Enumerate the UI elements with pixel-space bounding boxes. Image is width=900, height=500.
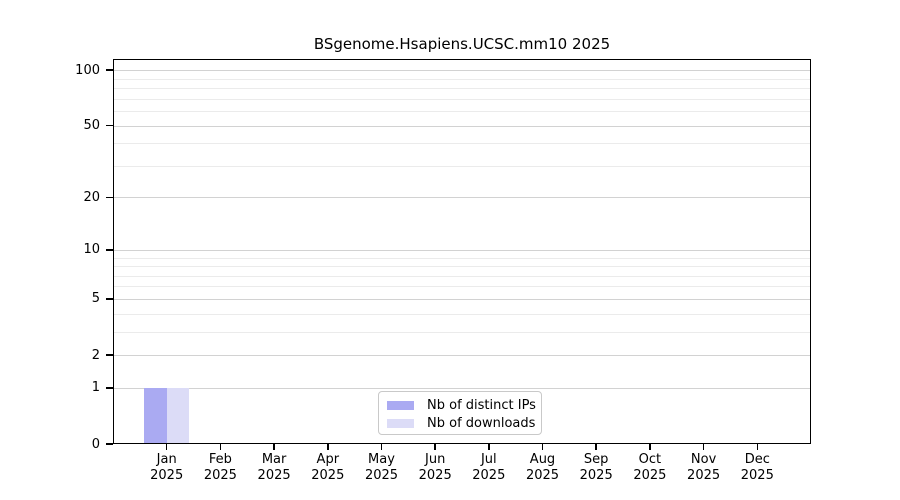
x-tick-mark-may — [380, 444, 383, 450]
x-tick-label-jun: Jun 2025 — [418, 452, 452, 483]
legend-label-downloads: Nb of downloads — [427, 415, 536, 431]
x-tick-label-dec: Dec 2025 — [740, 452, 774, 483]
gridline-minor-3 — [113, 331, 811, 333]
x-tick-mark-dec — [756, 444, 759, 450]
gridline-major-50 — [113, 125, 811, 127]
y-tick-label-10: 10 — [83, 242, 100, 258]
y-tick-mark-20 — [106, 196, 113, 199]
y-tick-label-0: 0 — [91, 436, 100, 452]
gridline-minor-90 — [113, 78, 811, 80]
x-tick-label-feb: Feb 2025 — [203, 452, 237, 483]
x-tick-label-may: May 2025 — [364, 452, 399, 483]
x-tick-mark-jan — [165, 444, 168, 450]
y-tick-mark-100 — [106, 69, 113, 71]
y-tick-label-2: 2 — [91, 347, 100, 363]
y-tick-mark-0 — [106, 443, 113, 445]
gridline-major-100 — [113, 70, 811, 72]
x-tick-label-aug: Aug 2025 — [525, 452, 560, 483]
x-tick-label-nov: Nov 2025 — [687, 452, 721, 483]
x-tick-label-oct: Oct 2025 — [633, 452, 667, 483]
legend-label-distinct-ips: Nb of distinct IPs — [427, 397, 536, 413]
gridline-minor-8 — [113, 266, 811, 267]
gridline-minor-40 — [113, 143, 811, 145]
gridline-minor-80 — [113, 88, 811, 89]
legend: Nb of distinct IPs Nb of downloads — [378, 391, 542, 435]
x-tick-label-jul: Jul 2025 — [472, 452, 506, 483]
x-tick-label-apr: Apr 2025 — [311, 452, 345, 483]
gridline-minor-6 — [113, 286, 811, 288]
x-tick-mark-jul — [488, 444, 490, 450]
bar-jan-distinct-ips — [144, 387, 167, 444]
x-tick-mark-mar — [273, 444, 275, 450]
gridline-minor-7 — [113, 275, 811, 277]
gridline-major-5 — [113, 298, 811, 300]
x-tick-mark-aug — [541, 444, 544, 450]
legend-swatch-distinct-ips — [387, 400, 414, 410]
y-tick-label-20: 20 — [83, 189, 100, 205]
gridline-major-10 — [113, 249, 811, 251]
y-tick-mark-10 — [106, 249, 113, 251]
y-tick-mark-2 — [106, 354, 113, 356]
gridline-minor-70 — [113, 98, 811, 100]
plot-area — [113, 59, 811, 444]
chart-title: BSgenome.Hsapiens.UCSC.mm10 2025 — [313, 35, 611, 53]
gridline-major-1 — [113, 387, 811, 389]
gridline-major-20 — [113, 197, 811, 199]
y-tick-mark-1 — [106, 387, 113, 389]
x-tick-label-jan: Jan 2025 — [150, 452, 184, 483]
y-tick-mark-50 — [106, 124, 113, 127]
x-tick-mark-feb — [219, 444, 222, 450]
y-tick-label-1: 1 — [91, 380, 100, 396]
gridline-minor-4 — [113, 313, 811, 315]
legend-entry-downloads: Nb of downloads — [379, 414, 541, 432]
x-tick-label-mar: Mar 2025 — [257, 452, 291, 483]
y-tick-label-100: 100 — [75, 62, 100, 78]
x-tick-mark-jun — [434, 444, 436, 450]
bar-jan-downloads — [166, 387, 190, 444]
legend-entry-distinct-ips: Nb of distinct IPs — [379, 396, 541, 414]
x-tick-mark-nov — [702, 444, 705, 450]
y-tick-mark-5 — [106, 298, 113, 300]
x-tick-mark-oct — [649, 444, 651, 450]
gridline-minor-60 — [113, 111, 811, 112]
legend-swatch-downloads — [387, 418, 414, 428]
y-tick-label-5: 5 — [91, 291, 100, 307]
y-tick-label-50: 50 — [83, 118, 100, 133]
x-tick-mark-sep — [595, 444, 597, 450]
gridline-major-2 — [113, 355, 811, 356]
x-tick-label-sep: Sep 2025 — [579, 452, 613, 483]
x-tick-mark-apr — [327, 444, 329, 450]
gridline-minor-30 — [113, 165, 811, 167]
gridline-minor-9 — [113, 257, 811, 259]
